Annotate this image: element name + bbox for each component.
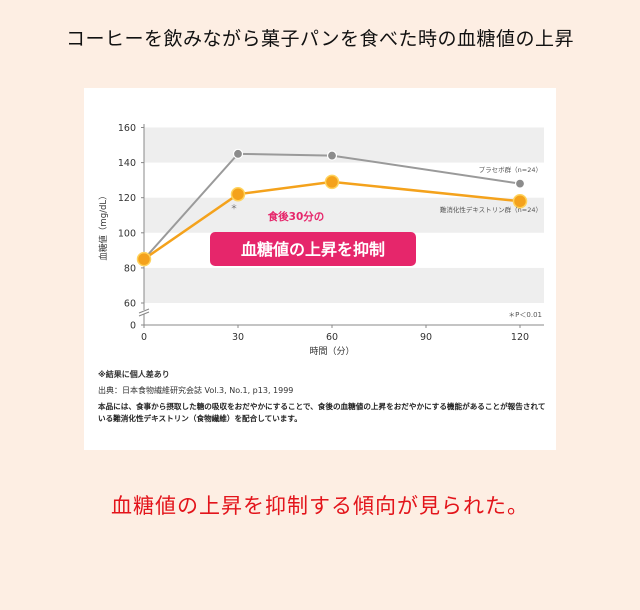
y-tick-label: 80 <box>124 263 136 274</box>
y-tick-label: 120 <box>118 193 136 204</box>
y-tick-label: 60 <box>124 299 136 310</box>
grid-band <box>144 267 544 303</box>
x-tick-label: 60 <box>326 332 338 343</box>
y-axis-label: 血糖値（mg/dL） <box>98 191 109 260</box>
page-title: コーヒーを飲みながら菓子パンを食べた時の血糖値の上昇 <box>66 28 574 50</box>
chart-card: 0 60 80 100 120 140 160 0 30 60 90 120 時間（分） 血糖値（mg/d… <box>84 88 556 450</box>
callout-main-text: 血糖値の上昇を抑制 <box>241 240 385 259</box>
x-tick-label: 30 <box>232 332 244 343</box>
callout-small-text: 食後30分の <box>267 210 325 223</box>
x-axis-label: 時間（分） <box>309 346 354 357</box>
axis-break-mark <box>138 308 150 314</box>
callout-box <box>210 232 416 266</box>
y-tick-label: 140 <box>118 158 136 169</box>
series-legend-label: 難消化性デキストリン群（n=24） <box>440 205 542 214</box>
grid-band <box>144 197 544 233</box>
data-point <box>512 193 528 209</box>
y-tick-label: 0 <box>130 321 136 332</box>
data-point <box>326 150 338 161</box>
y-tick-label: 160 <box>118 123 136 134</box>
conclusion-text: 血糖値の上昇を抑制する傾向が見られた。 <box>111 494 529 518</box>
individual-difference-note: ※結果に個人差あり <box>98 370 170 379</box>
data-point <box>136 251 152 267</box>
data-point <box>514 178 526 189</box>
y-tick-label: 100 <box>118 228 136 239</box>
data-point <box>324 174 340 190</box>
x-tick-label: 0 <box>141 332 147 343</box>
series-legend-label: プラセボ群（n=24） <box>479 165 542 174</box>
significance-mark: ＊ <box>231 203 238 211</box>
data-point <box>230 186 246 202</box>
axis-break-mark <box>138 311 150 317</box>
series-line <box>143 152 521 260</box>
disclaimer-text: 本品には、食事から摂取した糖の吸収をおだやかにすることで、食後の血糖値の上昇をお… <box>98 402 546 423</box>
data-point <box>232 148 244 159</box>
axis-break-gap <box>139 310 149 314</box>
series-line <box>143 180 521 261</box>
source-citation: 出典：日本食物繊維研究会誌 Vol.3, No.1, p13, 1999 <box>98 386 294 395</box>
x-tick-label: 120 <box>511 332 529 343</box>
x-tick-label: 90 <box>420 332 432 343</box>
significance-note: ＊P＜0.01 <box>508 311 542 319</box>
blood-glucose-chart: 0 60 80 100 120 140 160 0 30 60 90 120 時間（分） 血糖値（mg/d… <box>98 123 544 357</box>
